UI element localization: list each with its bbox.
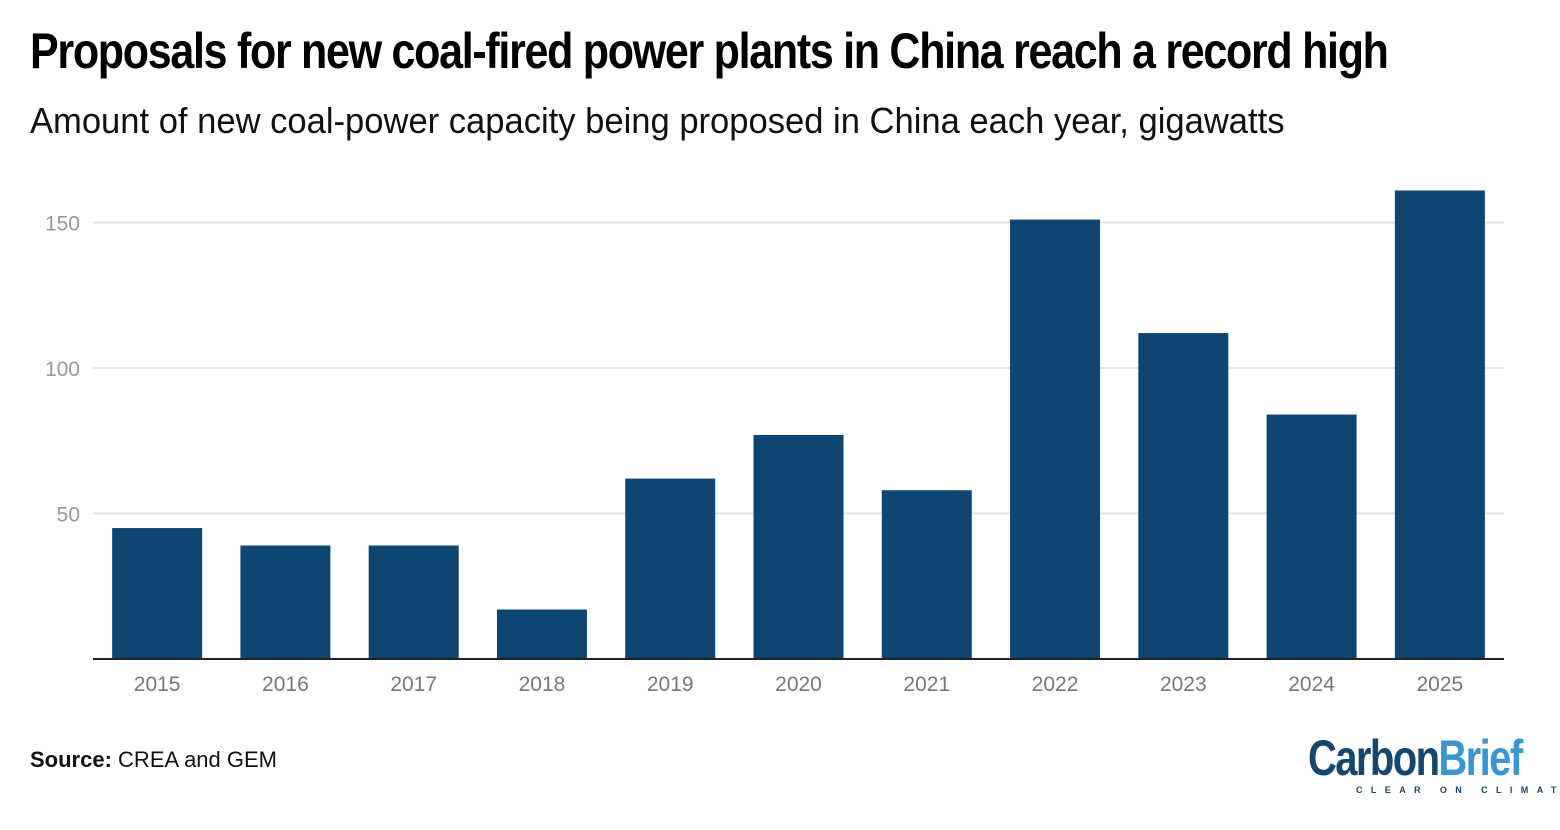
x-tick-label: 2017 [390,673,437,696]
x-tick-label: 2019 [647,673,694,696]
x-tick-label: 2023 [1160,673,1207,696]
bar-2015 [112,528,203,659]
logo-part1: Carbon [1308,730,1440,786]
source-label: Source: [30,747,112,772]
y-tick-label: 150 [45,213,80,236]
bar-2017 [368,545,459,659]
bar-2024 [1266,414,1357,659]
bar-2016 [240,545,331,659]
x-tick-label: 2015 [134,673,181,696]
source-text: CREA and GEM [118,747,277,772]
y-tick-label: 50 [57,504,80,527]
source-note: Source: CREA and GEM [30,747,277,773]
x-tick-label: 2021 [903,673,950,696]
x-tick-label: 2018 [519,673,566,696]
carbonbrief-logo: CarbonBrief CLEAR ON CLIMATE [1308,730,1560,795]
bar-2020 [753,434,844,659]
x-tick-label: 2022 [1032,673,1079,696]
x-tick-label: 2016 [262,673,309,696]
bar-2023 [1138,333,1229,659]
bar-2018 [496,609,587,659]
logo-part2: Brief [1438,730,1523,786]
bar-2025 [1394,190,1485,660]
bar-2021 [881,490,972,659]
y-tick-label: 100 [45,358,80,381]
logo-tagline: CLEAR ON CLIMATE [1356,785,1560,795]
bar-2019 [625,478,716,659]
chart-subtitle: Amount of new coal-power capacity being … [30,100,1285,141]
chart-title: Proposals for new coal-fired power plant… [30,23,1389,79]
x-tick-label: 2025 [1417,673,1464,696]
x-tick-label: 2020 [775,673,822,696]
x-tick-label: 2024 [1288,673,1335,696]
bar-2022 [1010,219,1101,659]
